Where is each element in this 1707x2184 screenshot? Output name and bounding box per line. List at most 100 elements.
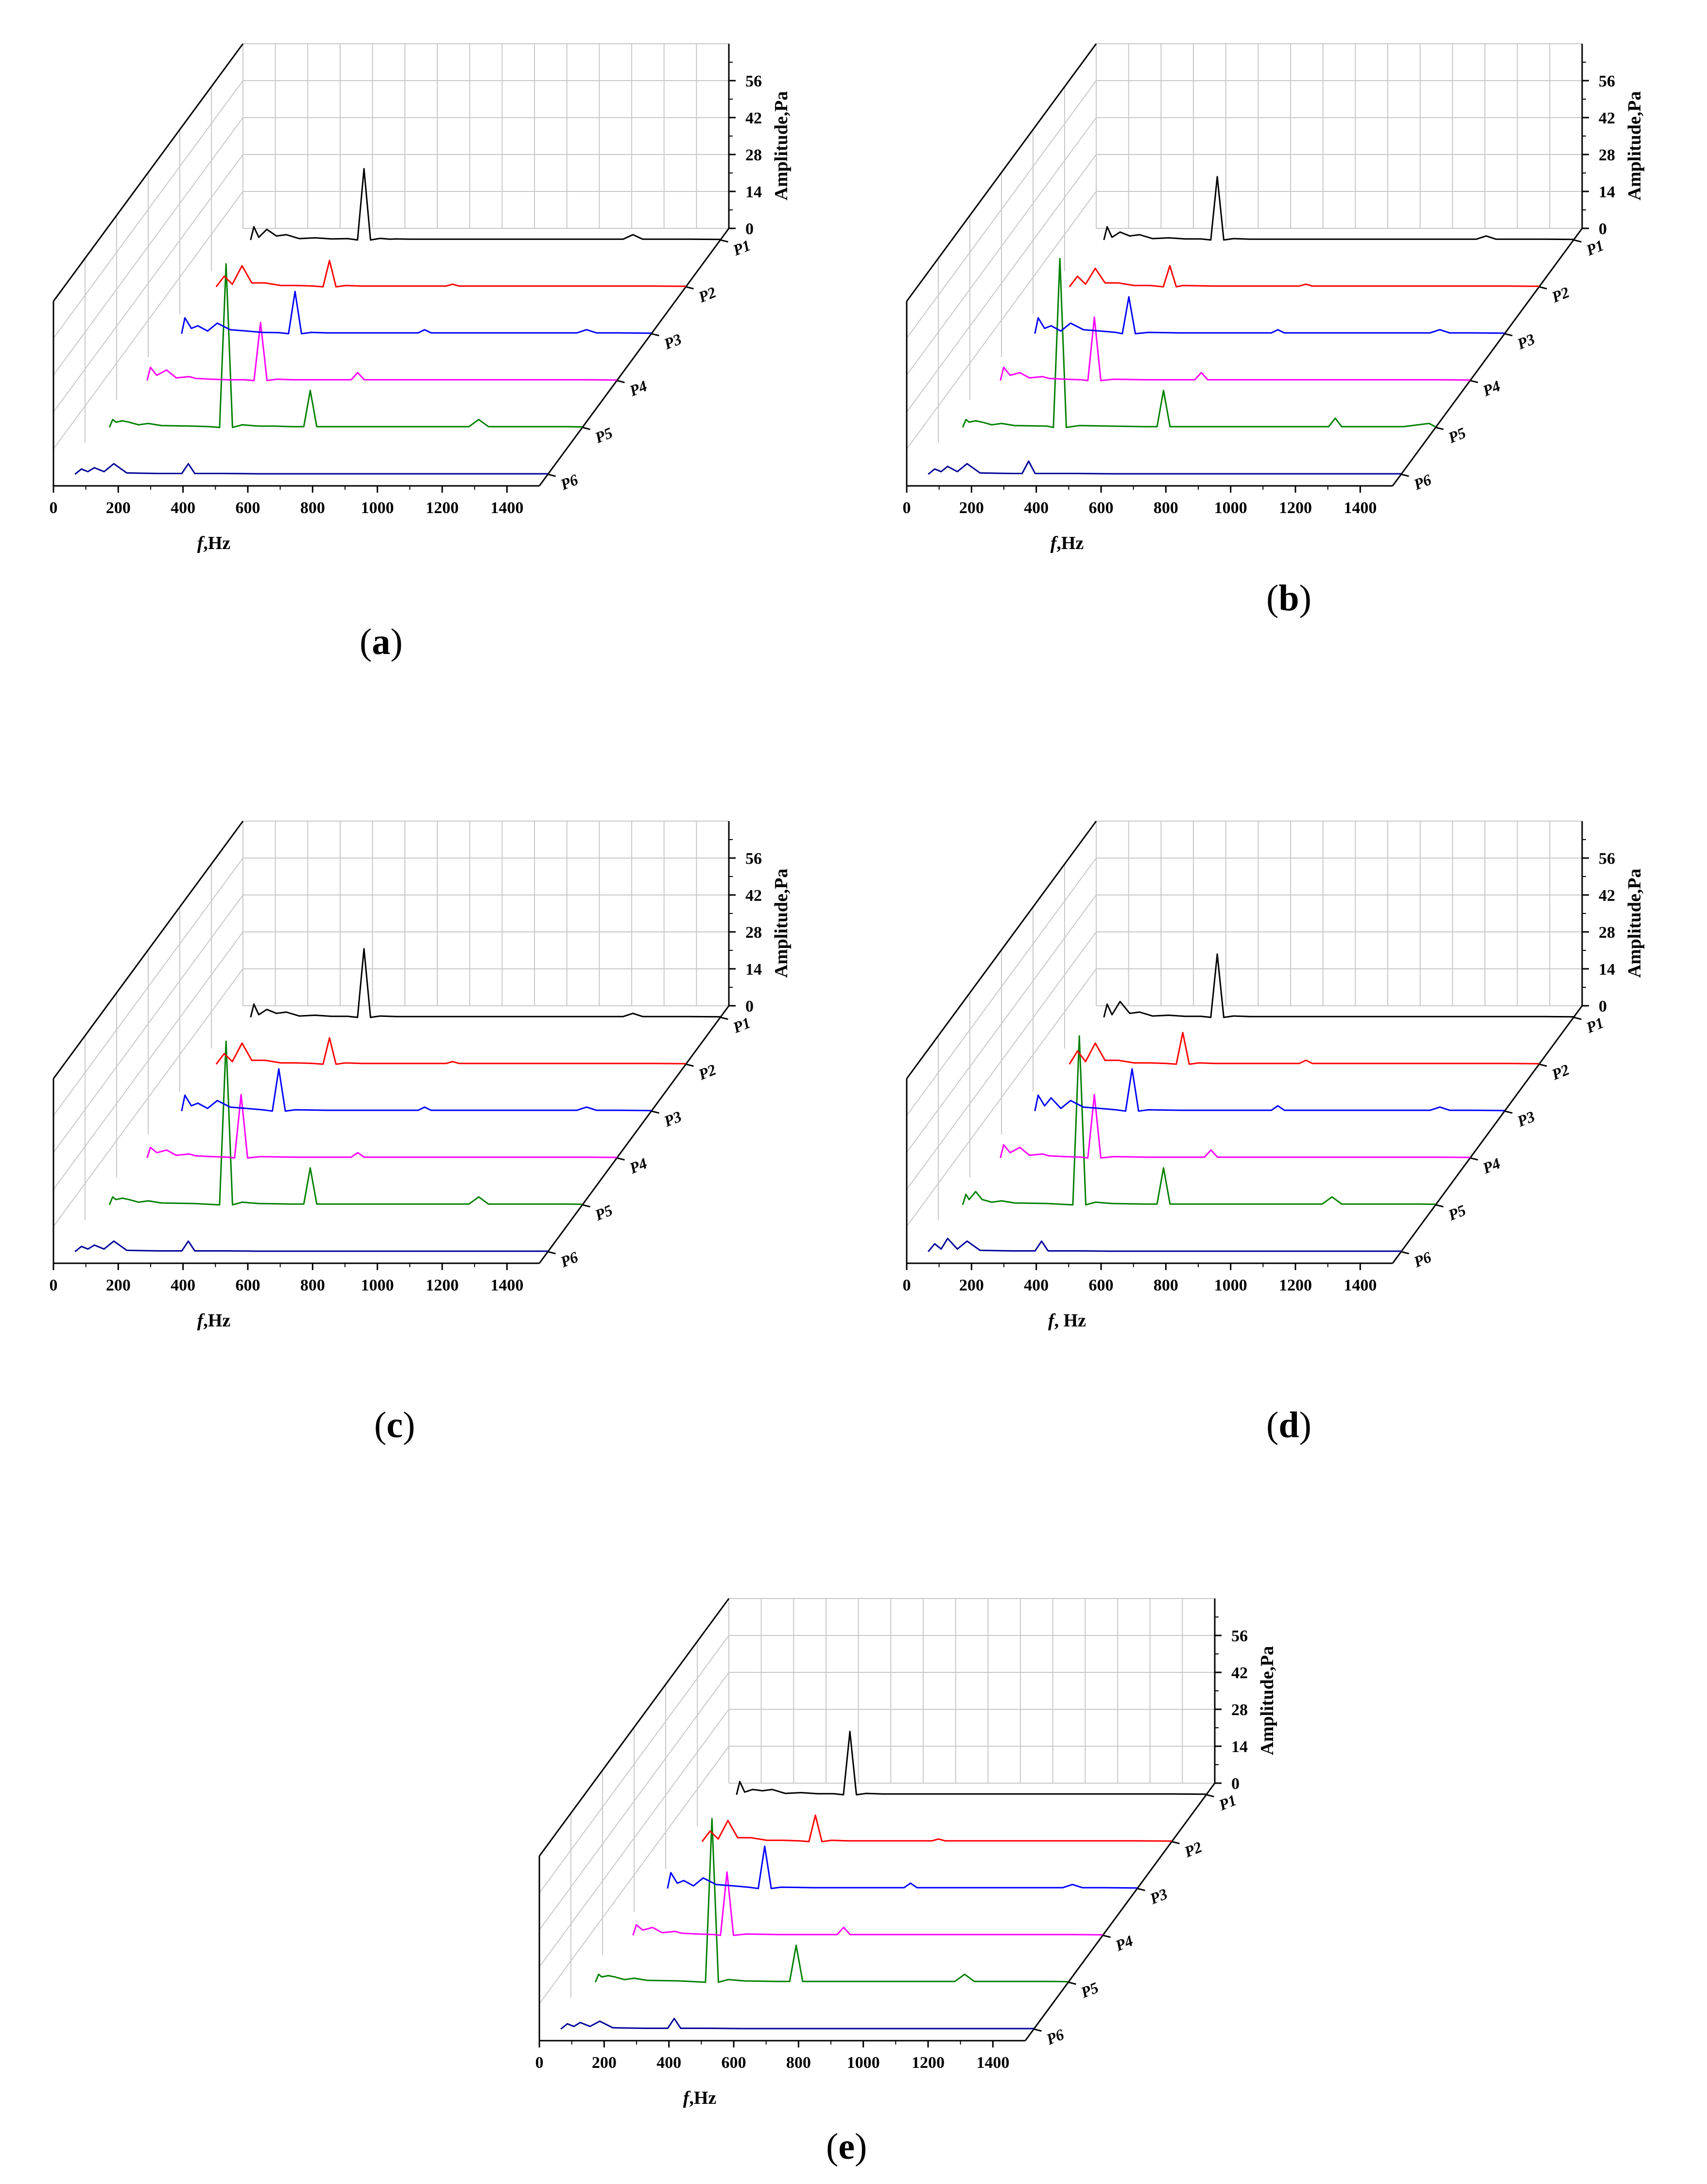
grid-line — [539, 1709, 729, 1967]
grid-line — [906, 191, 1097, 449]
axes: 0 200 400 600 800 1000 1200 1400 f,Hz 0 14 28 42 56 Am… — [50, 821, 792, 1331]
depth-tick — [1435, 427, 1444, 430]
depth-tick — [1206, 1794, 1214, 1798]
grid-line — [53, 191, 243, 449]
x-tick-label: 200 — [106, 1276, 131, 1294]
series-label-p3: P3 — [1514, 330, 1537, 353]
grid-line — [906, 858, 1097, 1116]
series-label-p6: P6 — [557, 471, 580, 494]
series-label-p3: P3 — [1514, 1107, 1537, 1130]
series-label-p4: P4 — [1480, 1154, 1502, 1177]
x-tick-label: 800 — [1154, 1276, 1178, 1294]
x-tick-label: 0 — [903, 1276, 911, 1294]
series-label-p6: P6 — [1411, 471, 1433, 494]
series-line-p3 — [181, 291, 652, 335]
grid-line — [53, 931, 243, 1190]
top-depth-line — [52, 821, 244, 1079]
top-depth-line — [538, 1598, 730, 1857]
x-tick-label: 600 — [236, 499, 260, 517]
depth-tick — [617, 1157, 625, 1161]
series-label-p2: P2 — [1549, 1061, 1571, 1083]
left-wall-grid — [539, 1598, 729, 2041]
left-wall-grid — [906, 821, 1097, 1263]
z-axis-label: Amplitude,Pa — [771, 869, 792, 978]
x-tick-label: 600 — [722, 2054, 746, 2072]
depth-tick — [1573, 239, 1582, 243]
series-line-p3 — [1034, 296, 1505, 335]
z-tick-label: 56 — [1599, 850, 1615, 868]
series-line-p4 — [1000, 1094, 1470, 1159]
x-tick-label: 1200 — [426, 1276, 459, 1294]
series-line-p6 — [74, 1240, 548, 1253]
series-label-p2: P2 — [695, 283, 718, 306]
x-tick-label: 400 — [171, 499, 195, 517]
series-line-p2 — [1069, 265, 1539, 288]
x-tick-label: 400 — [171, 1276, 195, 1294]
waterfall-chart-c: 0 200 400 600 800 1000 1200 1400 f,Hz 0 14 28 42 56 Am… — [50, 821, 792, 1331]
grid-line — [539, 1635, 729, 1893]
depth-tick — [651, 1110, 659, 1114]
depth-tick — [1172, 1840, 1180, 1844]
z-tick-label: 42 — [1231, 1664, 1248, 1682]
x-tick-label: 200 — [106, 499, 131, 517]
series-group: P6 P5 P4 P3 P2 P1 — [560, 1731, 1239, 2048]
depth-tick — [1573, 1016, 1582, 1020]
z-tick-label: 56 — [745, 850, 762, 868]
series-line-p6 — [74, 463, 548, 475]
x-tick-label: 800 — [300, 1276, 325, 1294]
x-tick-label: 200 — [592, 2054, 617, 2072]
x-axis-label: f, Hz — [1048, 1310, 1086, 1331]
z-tick-label: 28 — [1599, 924, 1615, 942]
z-tick-label: 56 — [745, 72, 762, 90]
series-line-p2 — [215, 1037, 686, 1065]
depth-tick — [651, 333, 659, 337]
waterfall-chart-a: 0 200 400 600 800 1000 1200 1400 f,Hz 0 14 28 42 56 Am… — [50, 43, 792, 553]
left-wall-grid — [906, 43, 1097, 486]
series-line-p5 — [962, 1035, 1436, 1206]
grid-line — [53, 858, 243, 1116]
chart-panel-d: 0 200 400 600 800 1000 1200 1400 f, Hz 0 14 28 42 56 A… — [853, 777, 1707, 1458]
caption-a: (a) — [360, 621, 403, 662]
series-line-p5 — [594, 1818, 1069, 1983]
x-tick-label: 1000 — [1214, 1276, 1247, 1294]
x-axis-label: f,Hz — [683, 2088, 717, 2108]
grid-line — [906, 968, 1097, 1227]
x-tick-label: 600 — [236, 1276, 260, 1294]
chart-panel-b: 0 200 400 600 800 1000 1200 1400 f,Hz 0 14 28 42 56 Am… — [853, 0, 1707, 680]
chart-panel-e: 0 200 400 600 800 1000 1200 1400 f,Hz 0 14 28 42 56 Am… — [486, 1555, 1339, 2108]
x-tick-label: 1000 — [847, 2054, 880, 2072]
z-tick-label: 0 — [1599, 997, 1607, 1015]
depth-axis-line — [1392, 228, 1583, 486]
depth-tick — [1435, 1204, 1444, 1208]
waterfall-chart-b: 0 200 400 600 800 1000 1200 1400 f,Hz 0 14 28 42 56 Am… — [903, 43, 1645, 553]
grid-line — [906, 931, 1097, 1190]
x-tick-label: 0 — [50, 499, 58, 517]
z-axis-label: Amplitude,Pa — [771, 91, 792, 201]
depth-tick — [1504, 333, 1513, 337]
series-group: P6 P5 P4 P3 P2 P1 — [74, 168, 753, 494]
z-tick-label: 42 — [745, 887, 762, 905]
series-line-p5 — [108, 263, 583, 429]
series-group: P6 P5 P4 P3 P2 P1 — [928, 176, 1606, 494]
x-tick-label: 1200 — [426, 499, 459, 517]
x-tick-label: 1000 — [1214, 499, 1247, 517]
grid-line — [53, 154, 243, 413]
series-line-p3 — [181, 1068, 652, 1112]
caption-d: (d) — [1266, 1405, 1311, 1445]
series-group: P6 P5 P4 P3 P2 P1 — [928, 953, 1606, 1271]
x-tick-label: 0 — [535, 2054, 544, 2072]
top-depth-line — [906, 43, 1097, 302]
z-axis-label: Amplitude,Pa — [1624, 91, 1645, 201]
depth-tick — [582, 1204, 590, 1208]
series-label-p4: P4 — [626, 1154, 649, 1177]
depth-axis-line — [1392, 1005, 1583, 1264]
z-tick-label: 0 — [1599, 220, 1607, 238]
x-tick-label: 800 — [300, 499, 325, 517]
x-axis-label: f,Hz — [197, 1310, 231, 1331]
z-tick-label: 0 — [745, 997, 754, 1015]
series-line-p3 — [1034, 1068, 1505, 1112]
series-line-p5 — [962, 258, 1436, 429]
series-label-p1: P1 — [1216, 1791, 1239, 1814]
series-label-p1: P1 — [1583, 1014, 1606, 1036]
depth-axis-line — [1024, 1783, 1216, 2041]
